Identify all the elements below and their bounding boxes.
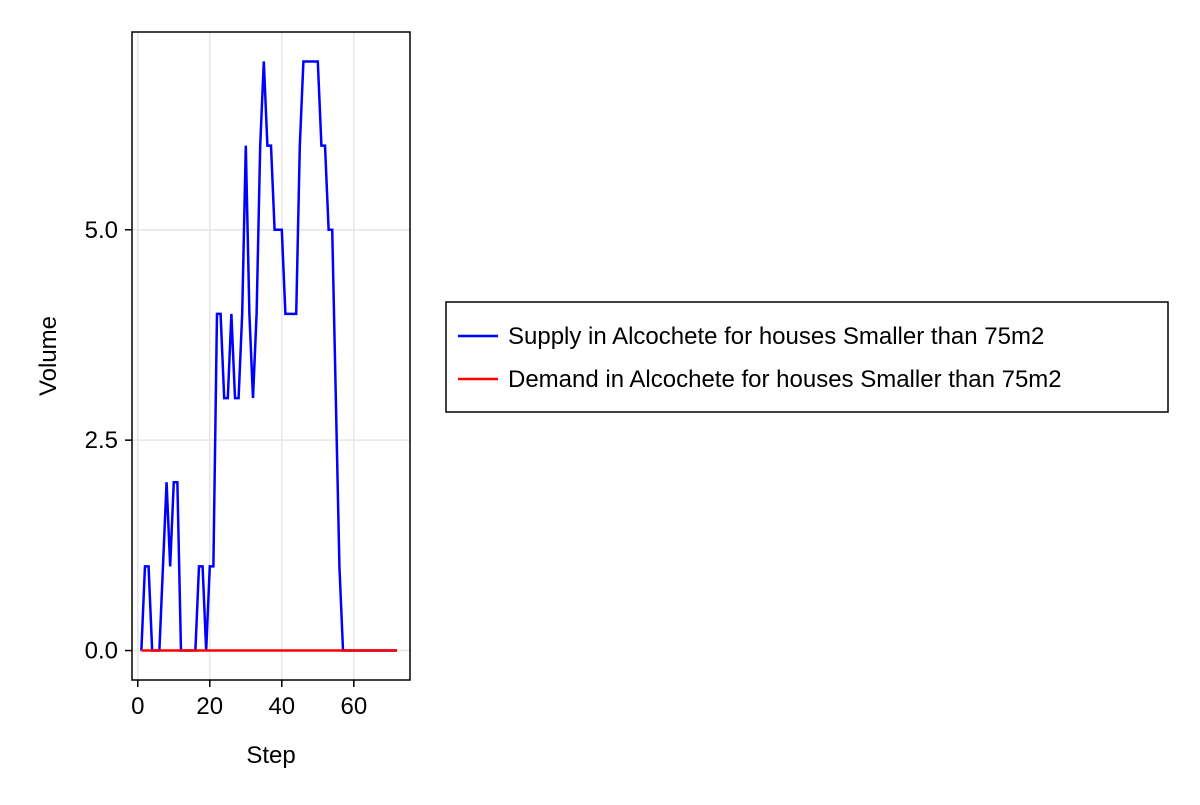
x-axis-ticks: 0 20 40 60 (131, 680, 367, 720)
y-axis-ticks: 0.0 2.5 5.0 (85, 217, 132, 665)
x-tick-label: 0 (131, 693, 144, 720)
y-axis-label: Volume (35, 316, 62, 396)
x-tick-label: 40 (268, 693, 295, 720)
y-tick-label: 2.5 (85, 427, 118, 454)
x-axis-label: Step (246, 742, 295, 769)
x-tick-label: 60 (340, 693, 367, 720)
x-tick-label: 20 (196, 693, 223, 720)
y-tick-label: 5.0 (85, 217, 118, 244)
legend-box (445, 301, 1169, 413)
grid-lines (132, 32, 410, 680)
supply-series-line (140, 60, 398, 652)
legend: Supply in Alcochete for houses Smaller t… (445, 301, 1169, 413)
legend-label-demand: Demand in Alcochete for houses Smaller t… (508, 366, 1062, 393)
y-tick-label: 0.0 (85, 638, 118, 665)
series-lines (140, 60, 398, 652)
plot-frame (131, 31, 411, 681)
legend-label-supply: Supply in Alcochete for houses Smaller t… (508, 323, 1044, 350)
